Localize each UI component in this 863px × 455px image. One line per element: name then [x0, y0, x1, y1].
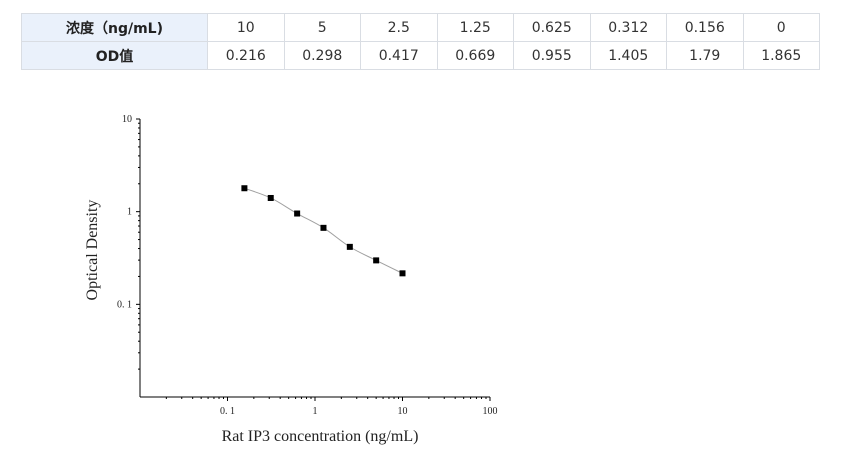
- table-cell: 0.669: [436, 41, 514, 70]
- table-cell: 0.312: [589, 13, 667, 42]
- x-tick-label: 1: [313, 406, 318, 417]
- data-point: [373, 257, 380, 264]
- table-cell: 0.156: [666, 13, 744, 42]
- data-point: [320, 224, 327, 231]
- y-ticks: 0. 1 1 10: [117, 114, 140, 370]
- row-header-concentration: 浓度（ng/mL): [21, 13, 208, 42]
- table-row: OD值 0.216 0.298 0.417 0.669 0.955 1.405 …: [21, 41, 820, 70]
- table-cell: 1.25: [436, 13, 514, 42]
- table-cell: 10: [207, 13, 285, 42]
- y-tick-label: 0. 1: [117, 299, 132, 310]
- table-cell: 0.216: [207, 41, 285, 70]
- x-tick-label: 10: [398, 406, 408, 417]
- y-axis-label: Optical Density: [84, 200, 101, 301]
- x-axis-label: Rat IP3 concentration (ng/mL): [222, 428, 419, 445]
- table-row: 浓度（ng/mL) 10 5 2.5 1.25 0.625 0.312 0.15…: [21, 13, 820, 42]
- data-point: [294, 210, 301, 217]
- data-point: [267, 194, 274, 201]
- row-header-od: OD值: [21, 41, 208, 70]
- table-cell: 2.5: [360, 13, 438, 42]
- y-tick-label: 10: [122, 114, 132, 125]
- x-tick-label: 100: [483, 406, 498, 417]
- data-point: [241, 185, 248, 192]
- table-cell: 0.417: [360, 41, 438, 70]
- table-cell: 0.955: [513, 41, 591, 70]
- standard-curve-table: 浓度（ng/mL) 10 5 2.5 1.25 0.625 0.312 0.15…: [21, 13, 820, 70]
- data-point: [399, 270, 406, 277]
- x-ticks: 0. 1 1 10 100: [165, 397, 498, 417]
- table-cell: 5: [283, 13, 361, 42]
- table-cell: 1.865: [742, 41, 820, 70]
- data-points: [241, 185, 406, 277]
- data-point: [346, 243, 353, 250]
- table-cell: 0.298: [283, 41, 361, 70]
- x-tick-label: 0. 1: [220, 406, 235, 417]
- table-cell: 1.79: [666, 41, 744, 70]
- y-tick-label: 1: [127, 207, 132, 218]
- chart-axes: [139, 119, 490, 398]
- table-cell: 1.405: [589, 41, 667, 70]
